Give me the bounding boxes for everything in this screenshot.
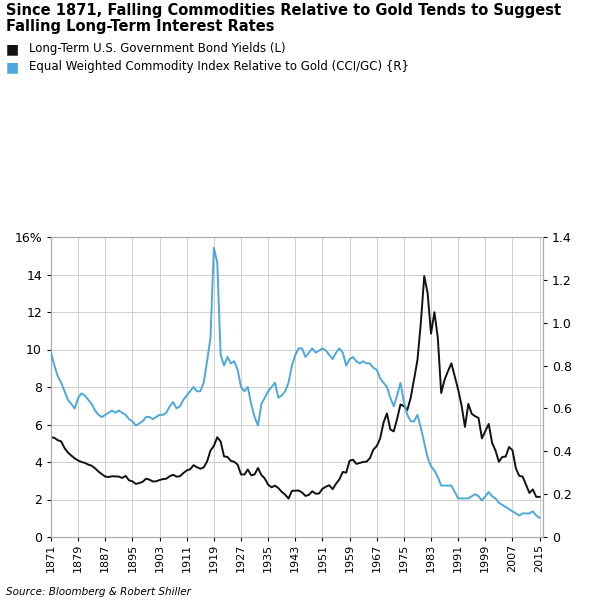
Text: Falling Long-Term Interest Rates: Falling Long-Term Interest Rates [6,19,275,34]
Text: Equal Weighted Commodity Index Relative to Gold (CCI/GC) {R}: Equal Weighted Commodity Index Relative … [29,60,409,73]
Text: Long-Term U.S. Government Bond Yields (L): Long-Term U.S. Government Bond Yields (L… [29,42,286,55]
Text: Source: Bloomberg & Robert Shiller: Source: Bloomberg & Robert Shiller [6,587,191,597]
Text: ■: ■ [6,42,19,56]
Text: Since 1871, Falling Commodities Relative to Gold Tends to Suggest: Since 1871, Falling Commodities Relative… [6,3,561,18]
Text: ■: ■ [6,60,19,74]
